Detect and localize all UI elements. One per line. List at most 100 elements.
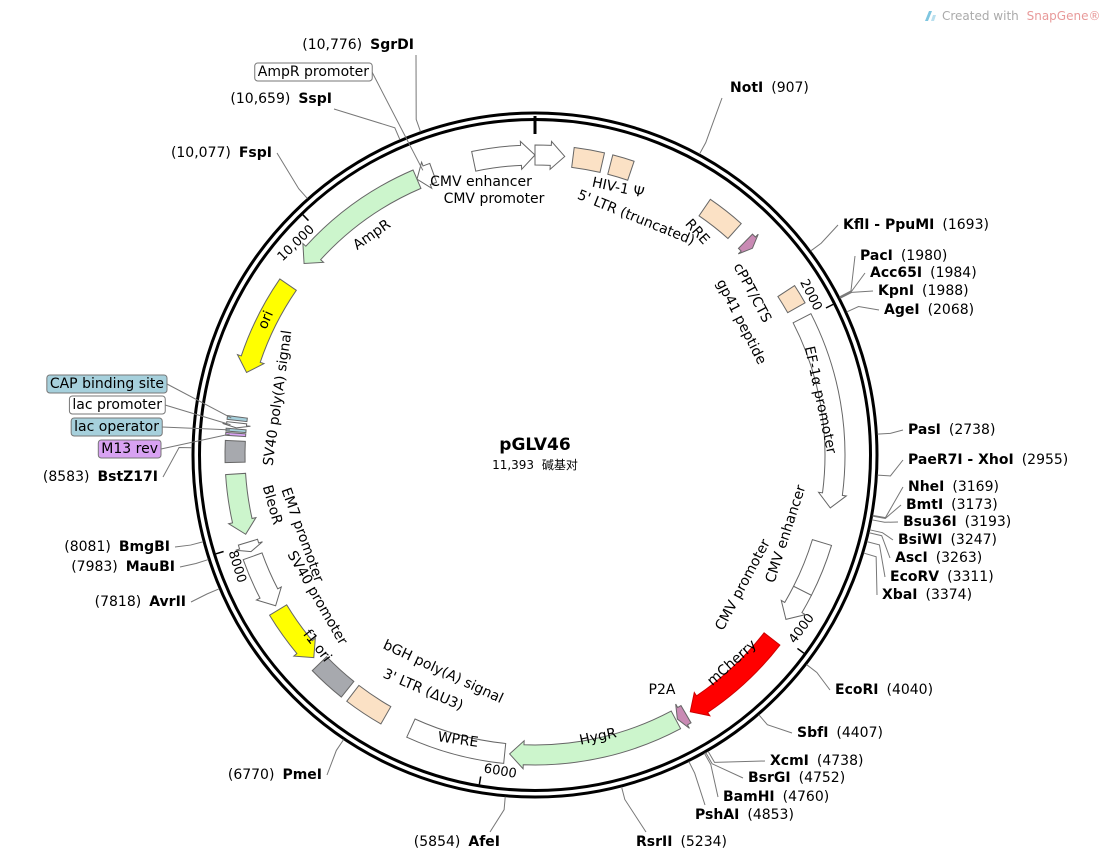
site-position: (3263) xyxy=(936,550,983,566)
feature xyxy=(311,656,355,698)
feature-label: AmpR promoter xyxy=(258,64,369,80)
feature xyxy=(406,718,507,764)
feature xyxy=(508,710,682,771)
site-name: BmgBI xyxy=(119,539,170,555)
callout-line xyxy=(371,71,424,171)
site-line xyxy=(705,752,744,779)
site-label: EcoRV (3311) xyxy=(890,569,994,585)
feature xyxy=(571,146,606,173)
feature-label: CAP binding site xyxy=(50,376,164,392)
site-name: EcoRI xyxy=(835,682,878,698)
site-position: (4738) xyxy=(817,753,864,769)
site-name: BmtI xyxy=(906,497,943,513)
feature xyxy=(346,684,392,725)
site-position: (8081) xyxy=(64,539,111,555)
site-position: (907) xyxy=(771,80,809,96)
site-position: (8583) xyxy=(43,469,90,485)
site-name: SspI xyxy=(298,91,332,107)
site-name: NheI xyxy=(908,479,944,495)
site-line xyxy=(179,559,209,568)
icon-shape xyxy=(925,11,932,21)
feature-label: M13 rev xyxy=(101,441,158,457)
watermark: Created with SnapGene® xyxy=(942,9,1100,23)
site-label: PacI (1980) xyxy=(860,248,947,264)
site-label: XbaI (3374) xyxy=(882,587,972,603)
site-line xyxy=(415,54,422,132)
site-name: PshAI xyxy=(695,807,739,823)
site-position: (4752) xyxy=(799,770,846,786)
site-position: (7818) xyxy=(95,594,142,610)
watermark-icon xyxy=(925,11,936,21)
feature xyxy=(268,604,316,659)
feature xyxy=(471,140,536,172)
feature xyxy=(534,140,566,171)
callout: M13 rev xyxy=(97,439,162,459)
feature xyxy=(698,198,742,240)
site-label: BsrGI (4752) xyxy=(748,770,845,786)
site-name: FspI xyxy=(239,145,272,161)
site-line xyxy=(162,446,193,478)
site-name: MauBI xyxy=(126,559,175,575)
site-name: NotI xyxy=(730,80,763,96)
feature-label: lac operator xyxy=(74,419,159,435)
site-name: PmeI xyxy=(282,767,322,783)
tick-mark xyxy=(796,647,805,654)
feature-label: CMV promoter xyxy=(444,191,545,207)
site-line xyxy=(707,750,766,763)
site-name: PaeR7I - XhoI xyxy=(908,452,1014,468)
site-line xyxy=(868,532,891,559)
site-position: (5234) xyxy=(680,834,727,850)
site-position: (3247) xyxy=(950,532,997,548)
site-name: Bsu36I xyxy=(903,514,957,530)
site-label: Bsu36I (3193) xyxy=(903,514,1011,530)
site-name: BsrGI xyxy=(748,770,791,786)
site-name: SgrDI xyxy=(370,37,414,53)
callout-line xyxy=(161,426,231,431)
callout-line xyxy=(166,383,232,419)
site-name: XbaI xyxy=(882,587,917,603)
site-line xyxy=(877,429,904,435)
feature-label: ori xyxy=(255,308,277,331)
site-name: SbfI xyxy=(797,725,828,741)
site-position: (3173) xyxy=(951,497,998,513)
site-position: (7983) xyxy=(71,559,118,575)
site-label: PshAI (4853) xyxy=(695,807,794,823)
feature xyxy=(242,552,283,607)
feature-label: P2A xyxy=(649,682,676,698)
callout: lac promoter xyxy=(68,395,166,415)
site-position: (1984) xyxy=(930,265,977,281)
icon-shape xyxy=(931,15,936,21)
site-line xyxy=(806,664,831,691)
site-position: (3374) xyxy=(925,587,972,603)
tick-label: 8000 xyxy=(225,549,249,585)
feature-label: lac promoter xyxy=(72,397,162,413)
site-line xyxy=(866,541,886,578)
feature xyxy=(737,233,759,255)
feature xyxy=(792,313,848,509)
site-label: BamHI (4760) xyxy=(723,789,829,805)
site-position: (6770) xyxy=(228,767,275,783)
watermark-brand: SnapGene® xyxy=(1027,9,1101,23)
site-name: XcmI xyxy=(770,753,809,769)
site-name: AgeI xyxy=(884,302,920,318)
site-name: Acc65I xyxy=(870,265,922,281)
site-line xyxy=(810,224,839,252)
tick-mark xyxy=(302,214,310,222)
watermark-prefix: Created with xyxy=(942,9,1019,23)
length-value: 11,393 xyxy=(492,458,534,472)
feature-label: CMV enhancer xyxy=(430,174,532,190)
site-line xyxy=(863,552,878,596)
site-label: KflI - PpuMI (1693) xyxy=(843,217,989,233)
site-position: (3311) xyxy=(947,569,994,585)
site-label: BsiWI (3247) xyxy=(898,532,997,548)
site-position: (4853) xyxy=(747,807,794,823)
site-line xyxy=(703,753,719,798)
site-label: RsrII (5234) xyxy=(636,834,727,850)
site-line xyxy=(872,486,904,519)
backbone-outer xyxy=(191,111,879,799)
site-line xyxy=(174,541,204,548)
callout-box xyxy=(254,62,373,82)
site-name: BstZ17I xyxy=(97,469,158,485)
